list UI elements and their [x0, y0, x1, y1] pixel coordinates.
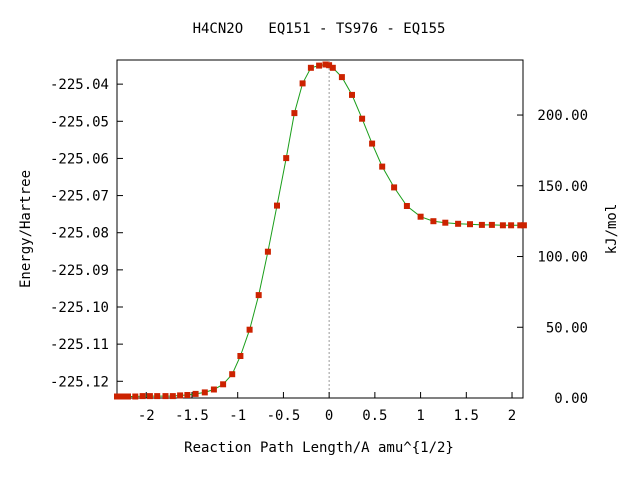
x-tick-label: -1.5	[175, 408, 209, 424]
data-point	[349, 91, 355, 98]
x-tick-label: -2	[138, 408, 155, 424]
data-point	[274, 202, 280, 209]
data-point	[316, 62, 323, 69]
x-tick-label: 1.5	[454, 408, 479, 424]
data-point	[162, 393, 169, 400]
data-point	[467, 221, 473, 228]
data-point	[184, 392, 191, 398]
data-point	[291, 110, 298, 117]
y-tick-label: -225.11	[50, 337, 109, 353]
data-point	[430, 218, 437, 225]
chart-title: H4CN2O EQ151 - TS976 - EQ155	[193, 21, 446, 37]
data-point	[299, 80, 306, 87]
data-point	[417, 213, 424, 220]
x-tick-label: -0.5	[267, 408, 301, 424]
y2-axis-ticks: 0.00 50.00 100.00 150.00 200.00	[517, 108, 588, 407]
data-point	[517, 222, 524, 229]
y-tick-label: -225.06	[50, 151, 109, 167]
data-point	[283, 155, 290, 162]
x-tick-label: -1	[229, 408, 246, 424]
data-point	[264, 248, 271, 255]
data-point	[201, 389, 208, 396]
y-tick-label: -225.10	[50, 300, 109, 316]
data-point	[246, 326, 253, 333]
data-point	[379, 163, 386, 170]
data-point	[146, 393, 153, 400]
data-point	[322, 61, 329, 68]
data-point	[114, 393, 120, 400]
data-point	[125, 393, 131, 400]
data-point	[455, 220, 462, 227]
data-point	[117, 393, 124, 400]
data-point	[488, 221, 495, 228]
data-point	[391, 184, 398, 191]
data-point	[442, 219, 449, 226]
y2-tick-label: 200.00	[537, 108, 588, 124]
data-point	[329, 64, 336, 71]
y-tick-label: -225.09	[50, 263, 109, 279]
data-point	[338, 74, 345, 81]
data-point	[210, 386, 217, 393]
data-point	[520, 222, 527, 229]
data-point	[177, 392, 184, 399]
data-point	[154, 393, 161, 400]
y2-tick-label: 0.00	[554, 391, 588, 407]
data-point	[307, 64, 314, 71]
data-point	[499, 222, 506, 229]
plot-frame	[116, 59, 524, 399]
data-point	[139, 393, 146, 400]
data-point	[192, 390, 199, 397]
data-point	[508, 222, 515, 229]
y-axis-label: Energy/Hartree	[18, 170, 34, 288]
energy-curve	[117, 63, 524, 397]
data-point	[132, 393, 139, 400]
y2-axis-label: kJ/mol	[604, 204, 620, 255]
data-point	[169, 393, 176, 400]
x-axis-ticks: -2 -1.5 -1 -0.5 0 0.5 1 1.5 2	[138, 392, 516, 424]
data-point	[237, 353, 244, 359]
y-tick-label: -225.08	[50, 226, 109, 242]
data-point	[255, 292, 262, 299]
data-point	[403, 203, 410, 209]
data-point	[369, 140, 376, 147]
data-point	[220, 381, 227, 388]
x-tick-label: 0.5	[362, 408, 387, 424]
y-tick-label: -225.07	[50, 189, 109, 205]
x-tick-label: 1	[416, 408, 424, 424]
y-tick-label: -225.04	[50, 77, 109, 93]
y2-tick-label: 50.00	[546, 320, 588, 336]
x-tick-label: 2	[508, 408, 516, 424]
data-point	[326, 62, 333, 69]
data-point	[359, 115, 366, 122]
y-axis-ticks: -225.04 -225.05 -225.06 -225.07 -225.08 -225.…	[50, 77, 123, 390]
x-axis-label: Reaction Path Length/A amu^{1/2}	[184, 440, 454, 456]
data-points	[114, 61, 527, 400]
y2-tick-label: 150.00	[537, 179, 588, 195]
y-tick-label: -225.12	[50, 374, 109, 390]
data-point	[478, 221, 485, 228]
data-point	[121, 393, 128, 400]
x-tick-label: 0	[325, 408, 333, 424]
y2-tick-label: 100.00	[537, 250, 588, 266]
y-tick-label: -225.05	[50, 114, 109, 130]
data-point	[229, 371, 236, 378]
